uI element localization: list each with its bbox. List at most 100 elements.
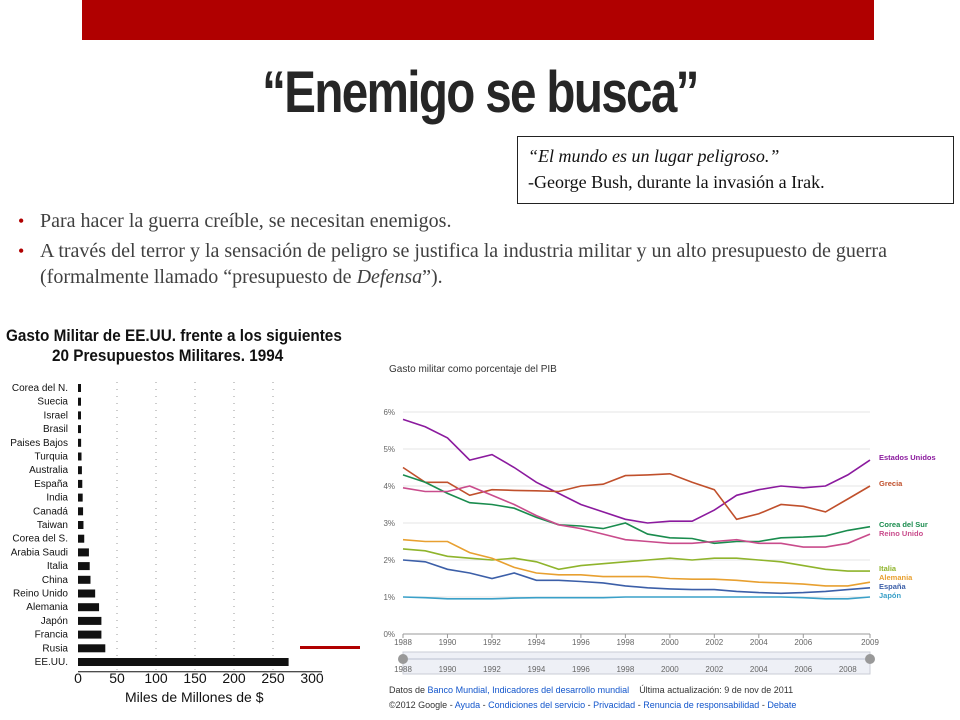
slide-title: “Enemigo se busca” xyxy=(262,60,699,125)
terms-link[interactable]: Condiciones del servicio xyxy=(488,700,586,710)
bar xyxy=(78,589,96,598)
line-chart-svg: 0% 1% 2% 3% 4% 5% 6% 1988 1990 1992 1994 1996 1998 20… xyxy=(383,408,936,675)
navigator-tick-label: 1994 xyxy=(528,665,546,674)
quote-text: “El mundo es un lugar peligroso.” xyxy=(528,146,780,166)
line-series xyxy=(402,559,871,595)
bullet-list: • Para hacer la guerra creíble, se neces… xyxy=(18,208,948,294)
bar-category-label: Francia xyxy=(35,630,69,641)
bar-category-label: Taiwan xyxy=(37,520,68,531)
bullet-text-pre: A través del terror y la sensación de pe… xyxy=(40,240,887,288)
bar-x-axis-label: Miles de Millones de $ xyxy=(125,689,264,705)
line-x-tick-label: 2009 xyxy=(861,638,879,647)
line-series xyxy=(402,466,871,521)
chart-footer-links: ©2012 Google - Ayuda - Condiciones del s… xyxy=(389,700,797,710)
help-link[interactable]: Ayuda xyxy=(454,700,481,710)
navigator-tick-label: 2002 xyxy=(705,665,723,674)
bar xyxy=(78,507,84,516)
legend-label: Japón xyxy=(879,591,902,600)
bullet-text-post: ”). xyxy=(422,266,443,288)
bar xyxy=(78,548,89,557)
bar xyxy=(78,603,100,612)
privacy-link[interactable]: Privacidad xyxy=(593,700,636,710)
navigator-tick-label: 1998 xyxy=(616,665,634,674)
bullet-item: • Para hacer la guerra creíble, se neces… xyxy=(18,208,948,234)
navigator-tick-label: 2000 xyxy=(661,665,679,674)
line-x-tick-label: 1998 xyxy=(616,638,634,647)
bar-x-tick-label: 200 xyxy=(222,670,246,686)
bar xyxy=(78,562,90,571)
navigator-tick-label: 2008 xyxy=(839,665,857,674)
us-spending-bar-chart: Gasto Militar de EE.UU. frente a los sig… xyxy=(0,320,342,720)
bar xyxy=(78,534,85,543)
bar-x-tick-label: 250 xyxy=(261,670,285,686)
navigator-tick-label: 1992 xyxy=(483,665,501,674)
bar xyxy=(78,616,102,625)
discussion-link[interactable]: Debate xyxy=(767,700,797,710)
bar xyxy=(78,466,82,475)
navigator-tick-label: 2004 xyxy=(750,665,768,674)
bar-chart-title: Gasto Militar de EE.UU. frente a los sig… xyxy=(6,326,342,345)
line-y-tick-label: 2% xyxy=(383,556,395,565)
source-prefix: Datos de xyxy=(389,685,426,695)
red-divider xyxy=(300,646,370,649)
bar-x-tick-label: 150 xyxy=(183,670,207,686)
bar xyxy=(78,521,84,529)
navigator-tick-label: 1996 xyxy=(572,665,590,674)
navigator-handle-right xyxy=(865,654,875,664)
bar-category-label: Turquia xyxy=(34,452,68,463)
bullet-dot-icon: • xyxy=(18,241,25,261)
bar-category-label: Arabia Saudi xyxy=(11,547,68,558)
bar xyxy=(78,397,81,406)
line-x-tick-label: 1990 xyxy=(439,638,457,647)
line-y-tick-label: 4% xyxy=(383,482,395,491)
bar xyxy=(78,575,91,584)
navigator-tick-label: 1990 xyxy=(439,665,457,674)
bar-category-label: India xyxy=(46,493,68,504)
quote-author: -George Bush, durante la invasión a Irak… xyxy=(528,172,825,192)
gdp-line-chart: Gasto militar como porcentaje del PIB 0%… xyxy=(360,352,960,720)
copyright-text: ©2012 Google xyxy=(389,700,448,710)
line-series xyxy=(402,485,871,548)
bar xyxy=(78,384,81,392)
disclaimer-link[interactable]: Renuncia de responsabilidad xyxy=(643,700,760,710)
bar-category-label: Corea del N. xyxy=(12,383,68,394)
bar xyxy=(78,630,102,639)
bar-category-label: Brasil xyxy=(43,424,68,435)
line-x-tick-label: 1996 xyxy=(572,638,590,647)
chart-footer-source: Datos de Banco Mundial, Indicadores del … xyxy=(389,685,793,695)
line-x-tick-label: 2000 xyxy=(661,638,679,647)
legend-label: Corea del Sur xyxy=(879,520,928,529)
bullet-dot-icon: • xyxy=(18,211,25,231)
line-x-tick-label: 2006 xyxy=(794,638,812,647)
line-y-tick-label: 0% xyxy=(383,630,395,639)
bar xyxy=(78,658,289,666)
bullet-item: • A través del terror y la sensación de … xyxy=(18,238,948,290)
legend-label: Italia xyxy=(879,564,897,573)
bar-x-tick-label: 0 xyxy=(74,670,82,686)
navigator-handle-left xyxy=(398,654,408,664)
bar-category-label: China xyxy=(42,575,69,586)
bar-x-tick-label: 50 xyxy=(109,670,125,686)
bar xyxy=(78,438,82,447)
line-series xyxy=(402,538,871,587)
bar xyxy=(78,452,82,461)
line-series xyxy=(402,596,871,600)
line-y-tick-label: 6% xyxy=(383,408,395,417)
line-series xyxy=(402,474,871,545)
line-y-tick-label: 5% xyxy=(383,445,395,454)
line-x-tick-label: 1994 xyxy=(528,638,546,647)
bar-category-label: Israel xyxy=(44,410,68,421)
bar-chart-subtitle: 20 Presupuestos Militares. 1994 xyxy=(52,346,284,365)
line-y-tick-label: 1% xyxy=(383,593,395,602)
bar-category-label: Rusia xyxy=(42,643,68,654)
source-link[interactable]: Banco Mundial, Indicadores del desarroll… xyxy=(427,685,630,695)
quote-box: “El mundo es un lugar peligroso.” -Georg… xyxy=(517,136,954,204)
legend-label: Alemania xyxy=(879,573,913,582)
bar-category-label: Japón xyxy=(41,616,68,627)
bar-category-label: Paises Bajos xyxy=(10,438,68,449)
bar-category-label: Italia xyxy=(47,561,69,572)
line-series xyxy=(402,548,870,572)
legend-label: España xyxy=(879,582,907,591)
bar xyxy=(78,479,83,488)
bar-category-label: Canadá xyxy=(33,506,68,517)
